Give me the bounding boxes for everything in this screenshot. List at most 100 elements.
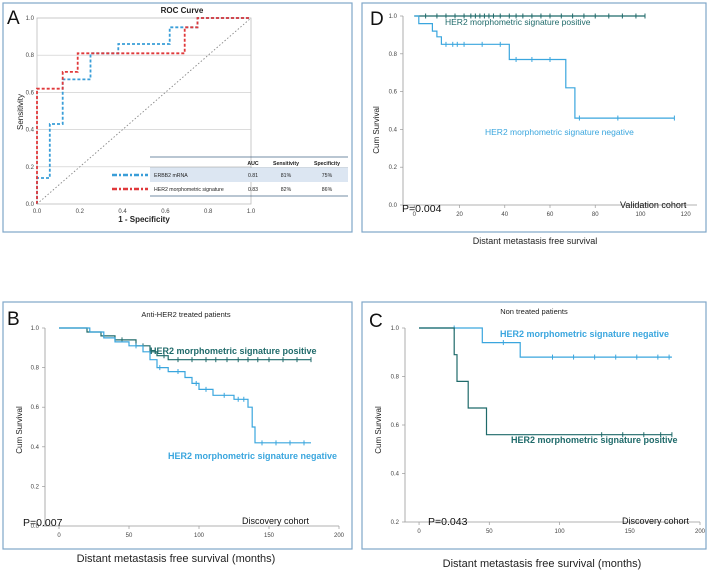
panel-c-y-label: Cum Survival: [374, 406, 383, 454]
x-tick-label: 100: [194, 533, 205, 539]
table-row-1-auc: 0.81: [248, 173, 258, 179]
table-row-2-sens: 82%: [281, 187, 292, 193]
panel-c: C Non treated patients 0 50 100 150 200 0.20…: [361, 301, 707, 570]
x-tick-label: 0: [413, 212, 417, 218]
x-tick-label: 0.0: [33, 209, 42, 215]
y-tick-label: 0.6: [26, 90, 35, 96]
panel-b-y-label: Cum Survival: [15, 406, 24, 454]
panel-a-frame: [2, 2, 353, 233]
x-tick-label: 1.0: [247, 209, 256, 215]
x-tick-label: 0.6: [161, 209, 170, 215]
panel-b-pvalue: P=0.007: [23, 517, 63, 529]
panel-c-letter: C: [369, 311, 383, 332]
y-tick-label: 0.2: [391, 520, 400, 526]
x-tick-label: 120: [681, 212, 692, 218]
y-tick-label: 1.0: [389, 14, 398, 20]
y-tick-label: 0.4: [26, 128, 35, 134]
y-tick-label: 0.6: [391, 423, 400, 429]
x-tick-label: 50: [486, 529, 493, 535]
y-tick-label: 0.4: [31, 445, 40, 451]
table-row-1-spec: 75%: [322, 173, 333, 179]
panel-b-letter: B: [7, 309, 20, 330]
y-tick-label: 1.0: [391, 326, 400, 332]
x-tick-label: 0.4: [118, 209, 127, 215]
panel-d-label-positive: HER2 morphometric signature positive: [445, 17, 591, 27]
panel-d-x-label: Distant metastasis free survival: [473, 236, 598, 246]
table-row-1-bg: [150, 168, 348, 182]
y-tick-label: 0.8: [31, 366, 40, 372]
x-tick-label: 150: [264, 533, 275, 539]
panel-c-title: Non treated patients: [500, 307, 568, 316]
y-tick-label: 0.8: [389, 52, 398, 58]
roc-y-ticks: 0.0 0.2 0.4 0.6 0.8 1.0: [26, 16, 35, 208]
table-header-specificity: Specificity: [314, 161, 340, 167]
table-row-1-sens: 81%: [281, 173, 292, 179]
panel-c-curves: [419, 325, 673, 438]
panel-b-cohort: Discovery cohort: [242, 516, 310, 526]
table-row-2-name: HER2 morphometric signature: [154, 187, 224, 193]
panel-d-letter: D: [370, 9, 384, 30]
roc-legend-table: AUC Sensitivity Specificity ERBB2 mRNA 0…: [112, 156, 348, 197]
x-tick-label: 40: [501, 212, 508, 218]
y-tick-label: 0.2: [31, 484, 40, 490]
x-tick-label: 80: [592, 212, 599, 218]
panel-b-x-ticks: 0 50 100 150 200: [57, 526, 345, 539]
table-row-2-auc: 0.83: [248, 187, 258, 193]
roc-x-label: 1 - Specificity: [118, 215, 170, 224]
y-tick-label: 0.0: [26, 202, 35, 208]
panel-b-x-label: Distant metastasis free survival (months…: [77, 553, 276, 565]
y-tick-label: 0.4: [389, 127, 398, 133]
table-row-2-spec: 86%: [322, 187, 333, 193]
panel-c-x-ticks: 0 50 100 150 200: [417, 522, 706, 535]
panel-d: D 0 20 40 60 80 100 120 0.0 0.2 0.4 0.6 0.8 1.0 Cum…: [361, 2, 707, 246]
km-curve-her2-morphometric-signature-negative: [414, 15, 675, 119]
x-tick-label: 50: [126, 533, 133, 539]
y-tick-label: 0.2: [26, 165, 35, 171]
panel-c-label-negative: HER2 morphometric signature negative: [500, 329, 669, 339]
roc-y-label: Sensitivity: [16, 94, 25, 130]
y-tick-label: 0.0: [389, 203, 398, 209]
y-tick-label: 0.0: [31, 524, 40, 530]
panel-b-y-ticks: 0.0 0.2 0.4 0.6 0.8 1.0: [31, 326, 45, 530]
y-tick-label: 1.0: [31, 326, 40, 332]
roc-title: ROC Curve: [161, 6, 204, 15]
roc-curves: [36, 17, 252, 205]
panel-b-frame: [2, 301, 353, 550]
panel-d-y-ticks: 0.0 0.2 0.4 0.6 0.8 1.0: [389, 14, 403, 209]
panel-c-label-positive: HER2 morphometric signature positive: [511, 435, 678, 445]
y-tick-label: 0.4: [391, 472, 400, 478]
panel-b: B Anti-HER2 treated patients 0 50 100 150 20…: [2, 301, 353, 565]
panel-c-pvalue: P=0.043: [428, 516, 468, 528]
x-tick-label: 20: [456, 212, 463, 218]
panel-b-curves: [59, 327, 312, 446]
roc-curve-her2-morphometric-signature: [36, 17, 251, 204]
panel-b-label-positive: HER2 morphometric signature positive: [150, 346, 317, 356]
panel-c-frame: [361, 301, 707, 550]
y-tick-label: 1.0: [26, 16, 35, 22]
panel-b-label-negative: HER2 morphometric signature negative: [168, 451, 337, 461]
roc-x-ticks: 0.0 0.2 0.4 0.6 0.8 1.0: [33, 209, 256, 215]
roc-gridlines: [36, 17, 252, 205]
panel-c-y-ticks: 0.2 0.4 0.6 0.8 1.0: [391, 326, 405, 526]
y-tick-label: 0.6: [389, 90, 398, 96]
x-tick-label: 0: [417, 529, 421, 535]
panel-d-x-ticks: 0 20 40 60 80 100 120: [413, 205, 692, 218]
x-tick-label: 100: [635, 212, 646, 218]
panel-d-label-negative: HER2 morphometric signature negative: [485, 127, 634, 137]
panel-d-y-label: Cum Survival: [372, 106, 381, 154]
y-tick-label: 0.8: [26, 53, 35, 59]
panel-d-cohort: Validation cohort: [620, 200, 687, 210]
x-tick-label: 60: [547, 212, 554, 218]
y-tick-label: 0.8: [391, 375, 400, 381]
table-header-auc: AUC: [247, 161, 258, 167]
y-tick-label: 0.2: [389, 165, 398, 171]
panel-c-cohort: Discovery cohort: [622, 516, 690, 526]
x-tick-label: 200: [695, 529, 706, 535]
panel-d-pvalue: P=0.004: [402, 203, 442, 215]
x-tick-label: 0.2: [76, 209, 85, 215]
x-tick-label: 150: [625, 529, 636, 535]
table-header-sensitivity: Sensitivity: [273, 161, 299, 167]
panel-d-curves: [414, 13, 675, 121]
x-tick-label: 100: [555, 529, 566, 535]
